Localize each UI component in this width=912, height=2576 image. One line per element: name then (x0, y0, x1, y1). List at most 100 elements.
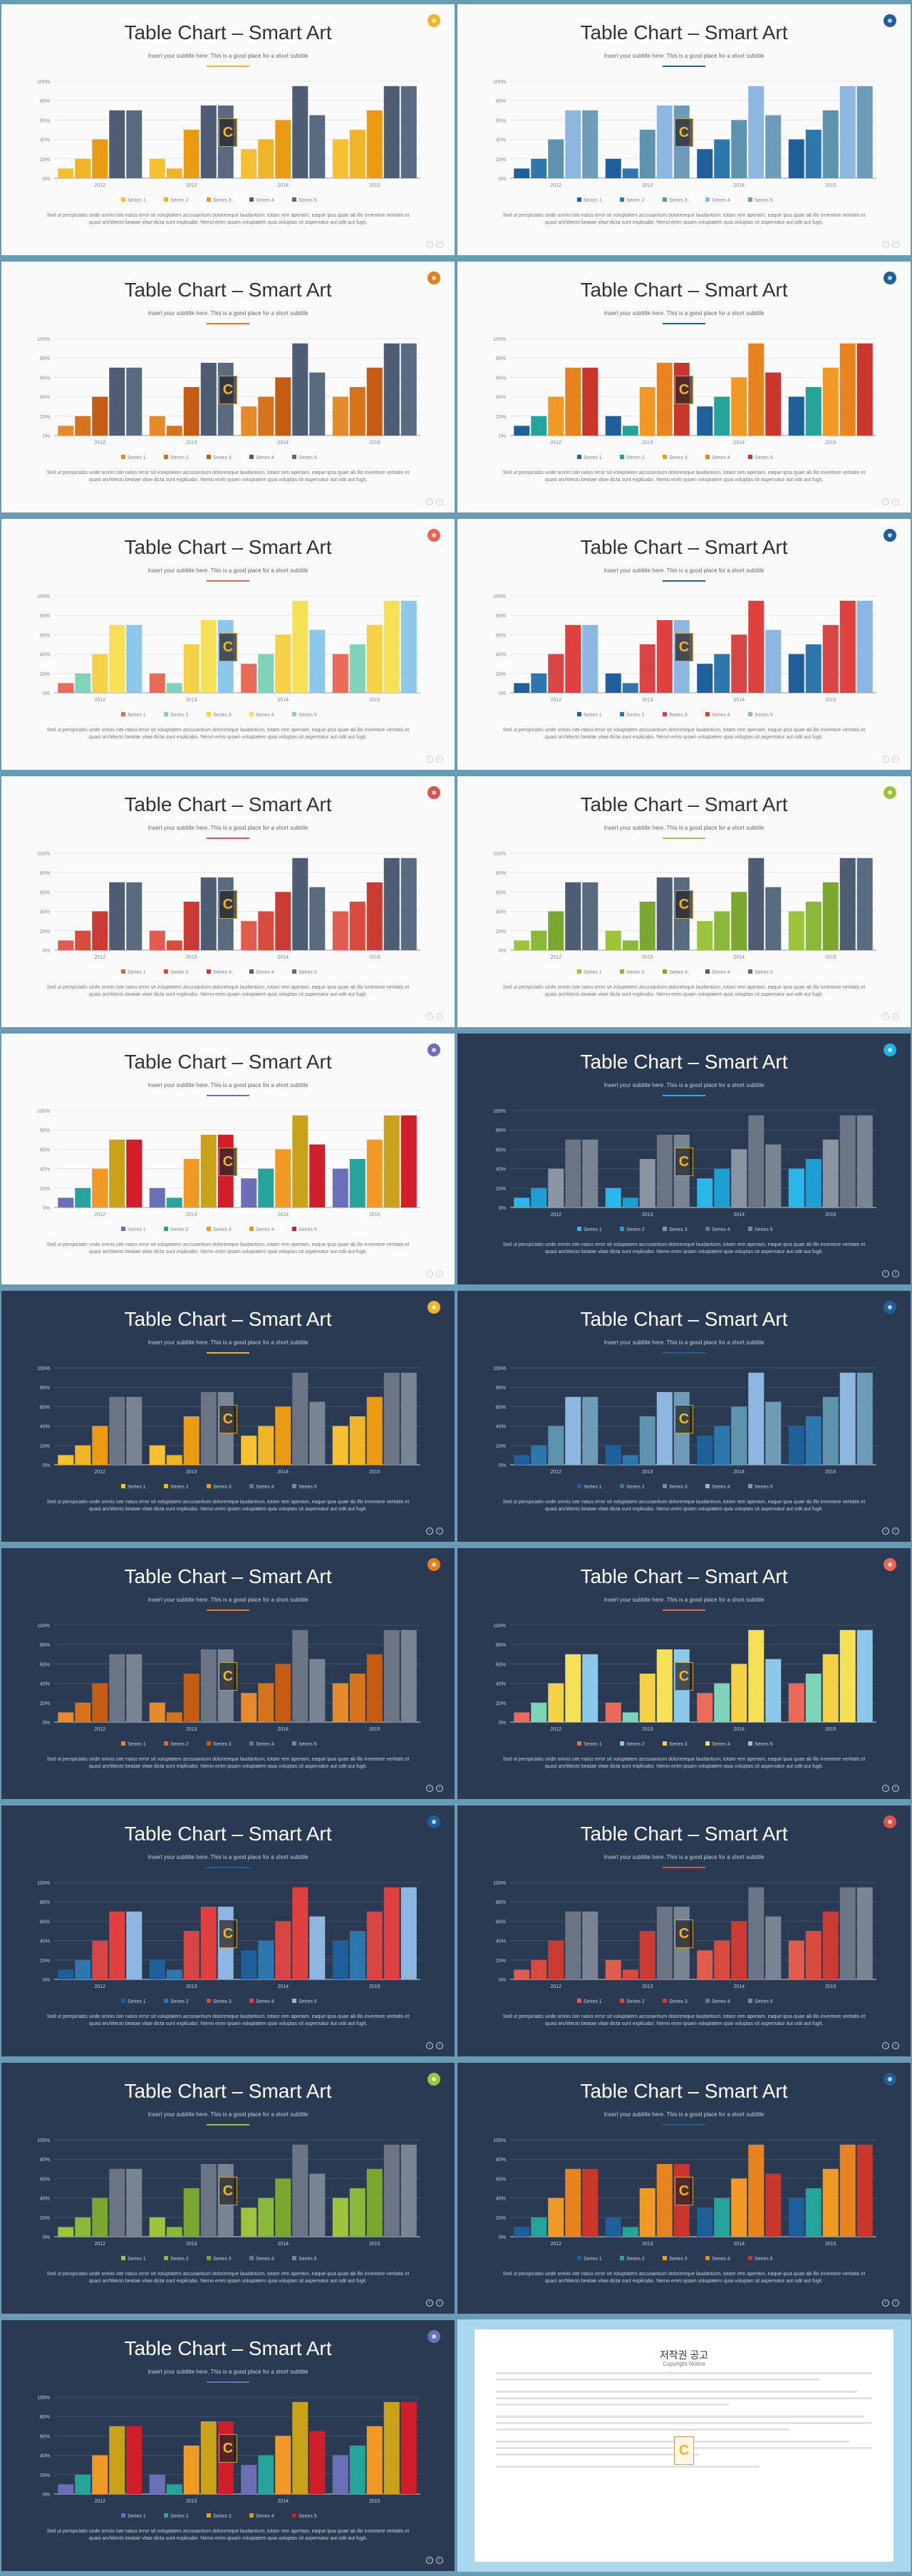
legend-label: Series 5 (299, 455, 317, 460)
bar (839, 1887, 856, 1979)
nav-next-icon[interactable]: › (436, 1527, 443, 1535)
bar (75, 158, 91, 178)
nav-next-icon[interactable]: › (436, 1270, 443, 1277)
bar (656, 105, 673, 178)
bar (241, 921, 257, 950)
bar (839, 2144, 856, 2237)
bar (75, 930, 91, 950)
nav-prev-icon[interactable]: ‹ (882, 2299, 889, 2307)
bar (582, 110, 598, 178)
bar (58, 1969, 74, 1979)
nav-prev-icon[interactable]: ‹ (882, 2042, 889, 2049)
copyright-logo-badge: C (674, 2436, 694, 2465)
slide-body-text: Sed ut perspiciatis unde omnis iste natu… (502, 470, 866, 483)
x-tick-label: 2015 (369, 441, 380, 445)
nav-next-icon[interactable]: › (436, 756, 443, 763)
nav-next-icon[interactable]: › (436, 1785, 443, 1792)
bar-chart: 0% 20% 40% 60% 80% 100% 2012 2013 2014 2015 Series… (37, 852, 420, 975)
nav-prev-icon[interactable]: ‹ (882, 756, 889, 763)
nav-next-icon[interactable]: › (892, 756, 899, 763)
nav-prev-icon[interactable]: ‹ (882, 1527, 889, 1535)
nav-prev-icon[interactable]: ‹ (426, 2042, 433, 2049)
nav-prev-icon[interactable]: ‹ (426, 1785, 433, 1792)
bar (822, 624, 839, 693)
y-tick-label: 60% (496, 118, 506, 123)
bar (292, 2144, 309, 2237)
y-tick-label: 100% (493, 1881, 506, 1886)
y-tick-label: 0% (499, 1978, 506, 1983)
nav-prev-icon[interactable]: ‹ (882, 241, 889, 248)
bar (856, 1115, 873, 1207)
nav-next-icon[interactable]: › (892, 498, 899, 505)
nav-next-icon[interactable]: › (436, 2299, 443, 2307)
bar (309, 887, 326, 950)
bar (349, 1159, 366, 1207)
slide-16: Table Chart – Smart Art Insert your subti… (457, 1805, 911, 2056)
bar (788, 1426, 804, 1465)
nav-next-icon[interactable]: › (436, 1013, 443, 1020)
bar (656, 1649, 673, 1722)
legend-label: Series 1 (128, 2514, 146, 2519)
bar (309, 629, 326, 693)
bar (639, 644, 656, 693)
bar (565, 1911, 581, 1979)
bar (622, 1712, 638, 1722)
nav-next-icon[interactable]: › (892, 1785, 899, 1792)
bar (548, 1940, 564, 1979)
nav-next-icon[interactable]: › (436, 241, 443, 248)
y-tick-label: 40% (40, 2197, 50, 2202)
nav-prev-icon[interactable]: ‹ (426, 756, 433, 763)
slide-body-text: Sed ut perspiciatis unde omnis iste natu… (502, 1500, 866, 1512)
nav-next-icon[interactable]: › (436, 498, 443, 505)
nav-next-icon[interactable]: › (892, 1013, 899, 1020)
y-tick-label: 100% (37, 594, 50, 599)
legend-label: Series 4 (712, 970, 730, 975)
y-tick-label: 80% (40, 2415, 50, 2420)
bar-chart: 0% 20% 40% 60% 80% 100% 2012 2013 2014 2015 Series… (493, 852, 876, 975)
bar (109, 882, 125, 950)
slide-10: Table Chart – Smart Art Insert your subti… (457, 1034, 911, 1284)
nav-prev-icon[interactable]: ‹ (426, 2299, 433, 2307)
nav-prev-icon[interactable]: ‹ (426, 498, 433, 505)
nav-prev-icon[interactable]: ‹ (882, 1013, 889, 1020)
bar (383, 600, 400, 693)
bar (349, 644, 366, 693)
nav-prev-icon[interactable]: ‹ (426, 241, 433, 248)
nav-next-icon[interactable]: › (892, 1527, 899, 1535)
bar (805, 1674, 822, 1722)
nav-next-icon[interactable]: › (892, 241, 899, 248)
legend-swatch (249, 2513, 254, 2518)
nav-prev-icon[interactable]: ‹ (882, 1785, 889, 1792)
nav-next-icon[interactable]: › (892, 2299, 899, 2307)
legend-swatch (249, 1227, 254, 1231)
slide-subtitle: Insert your subtitle here. This is a goo… (603, 1854, 765, 1860)
slide-title: Table Chart – Smart Art (580, 1565, 788, 1587)
bar (275, 120, 291, 178)
nav-prev-icon[interactable]: ‹ (426, 1270, 433, 1277)
nav-next-icon[interactable]: › (892, 1270, 899, 1277)
bar (332, 1426, 348, 1465)
bar (400, 86, 417, 178)
y-tick-label: 100% (37, 2396, 50, 2401)
nav-prev-icon[interactable]: ‹ (426, 2557, 433, 2564)
bar (605, 2217, 621, 2237)
slide-title: Table Chart – Smart Art (580, 279, 788, 301)
bar (514, 683, 530, 693)
nav-prev-icon[interactable]: ‹ (882, 498, 889, 505)
nav-prev-icon[interactable]: ‹ (426, 1013, 433, 1020)
legend-swatch (663, 2256, 667, 2260)
nav-next-icon[interactable]: › (436, 2042, 443, 2049)
bar (805, 1159, 822, 1207)
nav-next-icon[interactable]: › (892, 2042, 899, 2049)
nav-prev-icon[interactable]: ‹ (426, 1527, 433, 1535)
slide-12: Table Chart – Smart Art Insert your subti… (457, 1291, 911, 1542)
legend-swatch (207, 712, 211, 716)
bar (258, 1940, 274, 1979)
nav-next-icon[interactable]: › (436, 2557, 443, 2564)
slide-9: Table Chart – Smart Art Insert your subti… (1, 1034, 455, 1284)
theme-dot-icon (884, 529, 896, 542)
nav-prev-icon[interactable]: ‹ (882, 1270, 889, 1277)
bar (58, 1197, 74, 1207)
legend-swatch (705, 1227, 710, 1231)
bar (92, 654, 108, 693)
